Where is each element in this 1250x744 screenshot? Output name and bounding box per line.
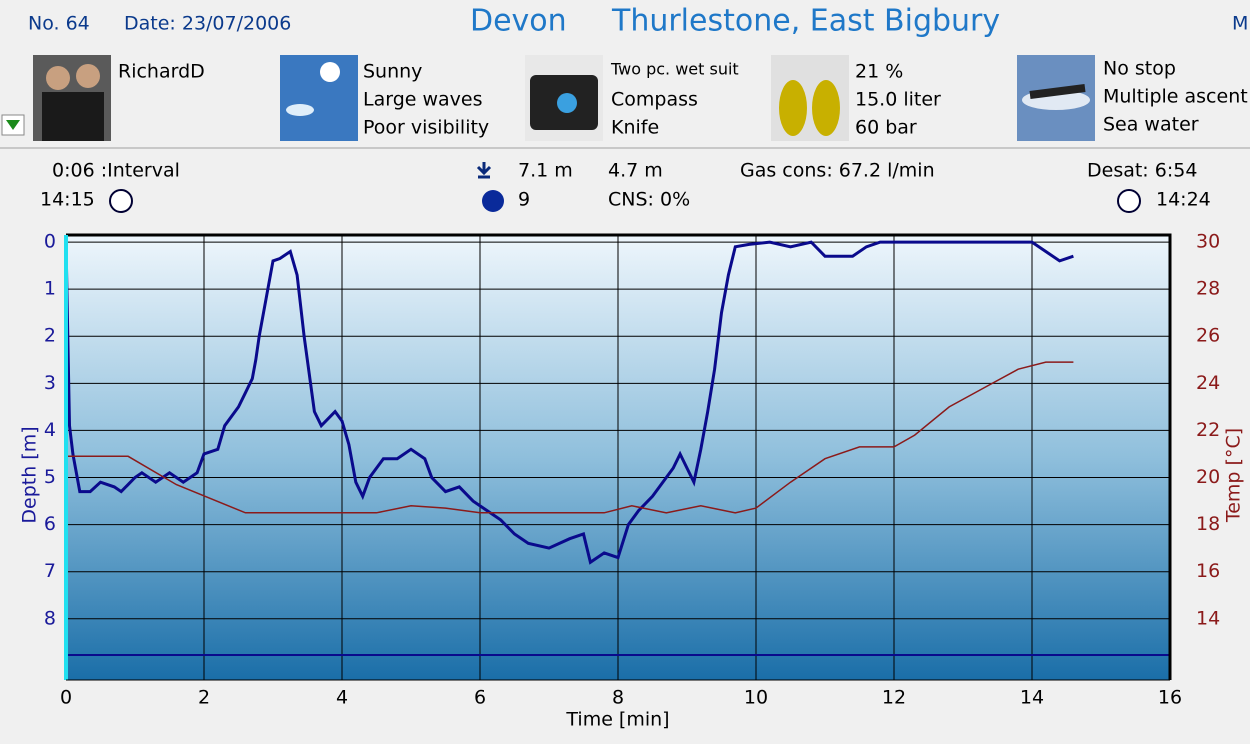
desaturation: Desat: 6:54 — [1087, 160, 1197, 182]
y-tick-label: 6 — [44, 513, 56, 535]
x-tick-label: 16 — [1158, 687, 1182, 709]
pressure: 60 bar — [855, 117, 917, 139]
duration: 9 — [518, 189, 530, 211]
x-tick-label: 14 — [1020, 687, 1044, 709]
x-tick-label: 12 — [882, 687, 906, 709]
cns: CNS: 0% — [608, 189, 690, 211]
site: Thurlestone, East Bigbury — [611, 4, 1000, 39]
gas-consumption: Gas cons: 67.2 l/min — [740, 160, 935, 182]
x-tick-label: 10 — [744, 687, 768, 709]
suit: Two pc. wet suit — [610, 60, 739, 79]
y2-tick-label: 18 — [1196, 513, 1220, 535]
dive-type: Multiple ascent — [1103, 86, 1248, 108]
y-tick-label: 7 — [44, 560, 56, 582]
y-tick-label: 5 — [44, 466, 56, 488]
interval: 0:06 :Interval — [52, 160, 180, 182]
x-axis-label: Time [min] — [565, 709, 669, 731]
y2-tick-label: 30 — [1196, 231, 1220, 253]
start-time: 14:15 — [40, 189, 95, 211]
depth-icon — [476, 162, 492, 179]
oxygen: 21 % — [855, 61, 903, 83]
y2-tick-label: 14 — [1196, 607, 1220, 629]
y2-tick-label: 28 — [1196, 278, 1220, 300]
icons — [0, 55, 1250, 149]
y-tick-label: 2 — [44, 325, 56, 347]
region: Devon — [470, 4, 567, 39]
dive-date: Date: 23/07/2006 — [124, 13, 291, 35]
x-tick-label: 8 — [612, 687, 624, 709]
y-tick-label: 8 — [44, 607, 56, 629]
y-tick-label: 4 — [44, 419, 56, 441]
equipment: Knife — [611, 117, 659, 139]
tank-size: 15.0 liter — [855, 89, 941, 111]
x-tick-label: 2 — [198, 687, 210, 709]
clock-icon — [1117, 189, 1141, 213]
y2-tick-label: 16 — [1196, 560, 1220, 582]
plot-frame — [66, 233, 1172, 680]
diver: RichardD — [118, 61, 205, 83]
avg-depth: 4.7 m — [608, 160, 663, 182]
y2-tick-label: 24 — [1196, 372, 1220, 394]
y2-tick-label: 20 — [1196, 466, 1220, 488]
y2-tick-label: 22 — [1196, 419, 1220, 441]
end-time: 14:24 — [1156, 189, 1211, 211]
depth-line — [64, 240, 1074, 565]
y-axis-label: Depth [m] — [19, 426, 41, 523]
temperature-line — [66, 361, 1074, 514]
surface: Large waves — [363, 89, 483, 111]
x-tick-label: 4 — [336, 687, 348, 709]
water: Sea water — [1103, 114, 1199, 136]
y-tick-label: 1 — [44, 278, 56, 300]
equipment: Compass — [611, 89, 698, 111]
dive-type: No stop — [1103, 58, 1176, 80]
x-tick-label: 0 — [60, 687, 72, 709]
cut-text: M — [1232, 13, 1248, 35]
max-depth: 7.1 m — [518, 160, 573, 182]
weather: Sunny — [363, 61, 422, 83]
y-tick-label: 0 — [44, 231, 56, 253]
y2-axis-label: Temp [°C] — [1223, 428, 1245, 523]
y-tick-label: 3 — [44, 372, 56, 394]
clock-icon — [109, 189, 133, 213]
visibility: Poor visibility — [363, 117, 489, 139]
y2-tick-label: 26 — [1196, 325, 1220, 347]
dive-number: No. 64 — [28, 13, 90, 35]
duration-icon — [482, 190, 504, 212]
x-tick-label: 6 — [474, 687, 486, 709]
